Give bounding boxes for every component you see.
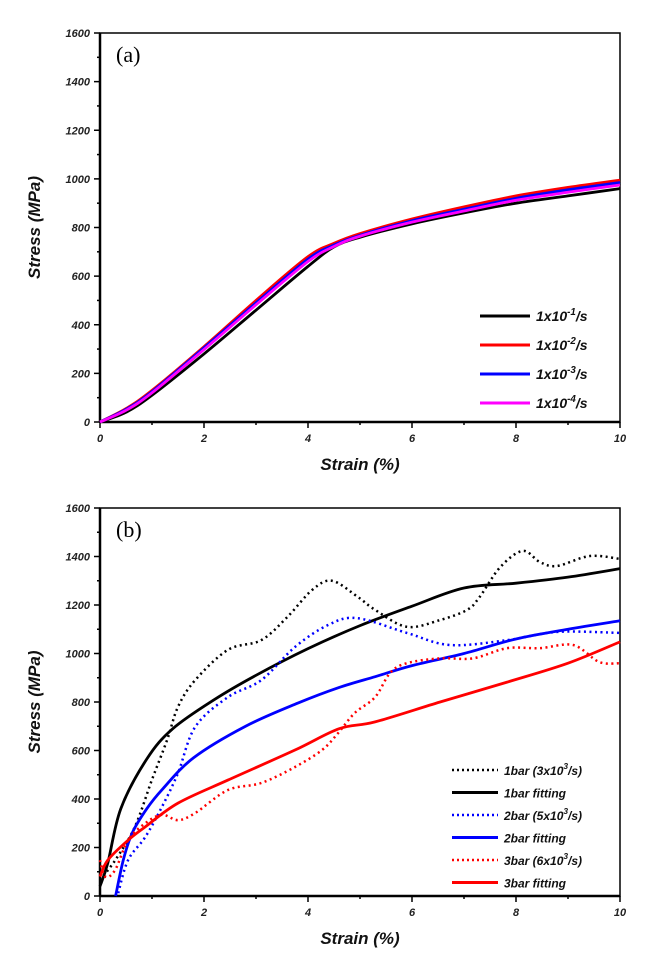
series-line-3 [99, 181, 621, 424]
legend-label: 2bar fitting [503, 832, 567, 846]
legend-label: 1x10-3/s [536, 365, 588, 382]
series-line-1 [99, 549, 621, 881]
y-tick-label: 200 [71, 368, 91, 380]
legend-label-base: 1x10 [536, 337, 567, 353]
chart-panel-a: 0 200 400 600 800 1000 1200 1400 1600 0 2 4 6 8 10 Stra… [25, 28, 627, 474]
plot-frame [99, 32, 621, 423]
legend-label: 1bar fitting [504, 787, 567, 801]
x-tick-label: 2 [200, 907, 207, 919]
x-tick-label: 6 [409, 433, 416, 445]
y-tick-label: 0 [84, 417, 91, 429]
legend-label-unit: /s) [567, 854, 582, 868]
series-line-1 [99, 187, 621, 424]
legend-label-exponent: -4 [567, 394, 576, 405]
y-tick-label: 400 [71, 794, 91, 806]
legend-label-base: 1x10 [536, 395, 567, 411]
chart-panel-b: 0 200 400 600 800 1000 1200 1400 1600 0 2 4 6 8 10 Stra… [25, 503, 627, 948]
x-tick-label: 6 [409, 907, 416, 919]
legend-label-base: 1bar (3x10 [504, 764, 564, 778]
legend-label-unit: /s) [567, 809, 582, 823]
legend-label-exponent: -3 [567, 365, 576, 376]
y-tick-label: 600 [72, 746, 91, 758]
legend-label-exponent: -1 [567, 307, 576, 318]
legend-label: 1bar (3x103/s) [504, 761, 582, 778]
panel-label: (a) [116, 42, 140, 67]
legend-label: 1x10-4/s [536, 394, 588, 411]
legend-label-unit: /s [575, 337, 588, 353]
x-tick-label: 0 [97, 433, 104, 445]
x-tick-label: 10 [614, 433, 627, 445]
legend-label: 2bar (5x103/s) [503, 806, 582, 823]
y-tick-label: 600 [72, 271, 91, 283]
legend-label: 1x10-2/s [536, 336, 588, 353]
legend-label-base: 2bar (5x10 [503, 809, 564, 823]
y-tick-label: 1200 [66, 600, 91, 612]
legend-label: 3bar (6x103/s) [504, 851, 582, 868]
legend-label-exponent: 3 [563, 806, 568, 816]
series-line-5 [98, 643, 621, 879]
series-line-3 [116, 616, 621, 894]
series-line-4 [114, 619, 621, 897]
y-tick-label: 1200 [66, 125, 91, 137]
legend-label-base: 1x10 [536, 308, 567, 324]
y-tick-label: 1600 [66, 503, 91, 515]
y-tick-label: 800 [72, 223, 91, 235]
x-axis-title: Strain (%) [320, 455, 400, 474]
legend-label-unit: /s [575, 308, 588, 324]
y-tick-label: 1400 [66, 552, 91, 564]
x-axis-title: Strain (%) [320, 929, 400, 948]
series-line-4 [99, 183, 621, 424]
legend-label: 1x10-1/s [536, 307, 588, 324]
y-tick-label: 1400 [66, 77, 91, 89]
series-line-6 [98, 640, 621, 878]
y-axis-title: Stress (MPa) [25, 650, 44, 753]
legend-label: 3bar fitting [504, 877, 567, 891]
x-tick-label: 10 [614, 907, 627, 919]
legend-label-base: 1x10 [536, 366, 567, 382]
y-tick-label: 200 [71, 843, 91, 855]
x-tick-label: 4 [304, 433, 311, 445]
x-tick-label: 4 [304, 907, 311, 919]
legend-label-exponent: 3 [563, 761, 568, 771]
panel-label: (b) [116, 517, 142, 542]
y-tick-label: 800 [72, 697, 91, 709]
series-line-2 [98, 567, 621, 887]
series-line-2 [99, 178, 621, 424]
legend-label-unit: /s [575, 395, 588, 411]
x-tick-label: 2 [200, 433, 207, 445]
x-tick-label: 8 [513, 907, 520, 919]
y-tick-label: 0 [84, 891, 91, 903]
y-tick-label: 400 [71, 320, 91, 332]
legend-label-exponent: -2 [567, 336, 576, 347]
y-tick-label: 1600 [66, 28, 91, 40]
legend-label-unit: /s) [567, 764, 582, 778]
legend-label-exponent: 3 [563, 851, 568, 861]
x-tick-label: 0 [97, 907, 104, 919]
legend-label-base: 3bar (6x10 [504, 854, 564, 868]
y-tick-label: 1000 [66, 174, 91, 186]
legend-label-unit: /s [575, 366, 588, 382]
y-tick-label: 1000 [66, 649, 91, 661]
y-axis-title: Stress (MPa) [25, 176, 44, 279]
x-tick-label: 8 [513, 433, 520, 445]
